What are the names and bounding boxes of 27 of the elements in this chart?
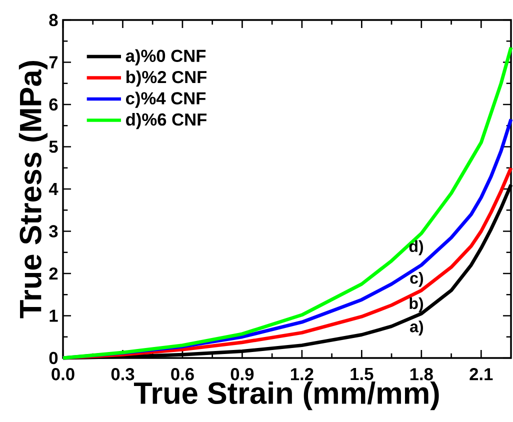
- y-tick-label: 6: [49, 98, 58, 111]
- y-tick-label: 5: [49, 140, 58, 153]
- x-axis-title: True Strain (mm/mm): [134, 381, 439, 410]
- y-tick-label: 2: [49, 267, 58, 280]
- y-tick-label: 1: [50, 310, 58, 322]
- y-axis-title: True Stress (MPa): [18, 61, 48, 318]
- x-tick-label: 0.3: [111, 368, 134, 380]
- y-tick-label: 8: [49, 14, 58, 26]
- legend-label: d)%6 CNF: [126, 112, 207, 130]
- x-tick-label: 0.0: [52, 368, 74, 380]
- legend-label: b)%2 CNF: [126, 70, 207, 87]
- y-tick-label: 7: [49, 56, 58, 68]
- legend-label: a)%0 CNF: [126, 49, 206, 66]
- annotation: b): [410, 297, 424, 312]
- x-tick-label: 1.5: [350, 368, 374, 380]
- x-tick-label: 1.8: [410, 368, 433, 380]
- x-tick-label: 2.1: [470, 368, 493, 380]
- x-tick-label: 0.6: [171, 368, 194, 380]
- annotation: a): [410, 320, 424, 336]
- y-tick-label: 3: [49, 225, 58, 238]
- x-tick-label: 1.2: [290, 368, 314, 380]
- x-tick-label: 0.9: [230, 368, 254, 380]
- annotation: d): [409, 240, 424, 256]
- y-tick-label: 4: [48, 183, 58, 195]
- y-tick-label: 0: [49, 352, 58, 364]
- annotation: c): [410, 272, 424, 287]
- legend-label: c)%4 CNF: [126, 92, 206, 108]
